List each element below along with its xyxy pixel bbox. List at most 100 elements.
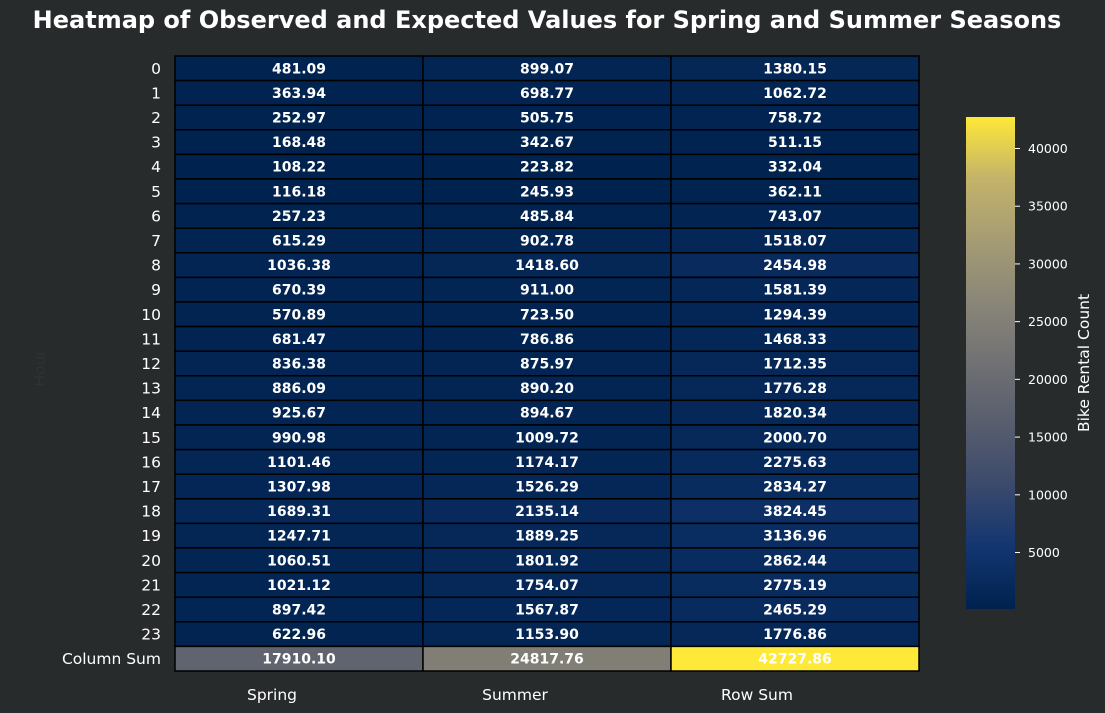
cell-value-label: 786.86	[520, 332, 574, 348]
cell-value-label: 481.09	[272, 61, 326, 77]
cell-value-label: 257.23	[272, 209, 326, 225]
row-tick-label: 2	[151, 109, 161, 127]
heatmap-cell	[670, 424, 920, 451]
colorbar-tick-label: 25000	[1028, 314, 1068, 329]
cell-value-label: 245.93	[520, 184, 574, 200]
cell-value-label: 1526.29	[515, 480, 579, 496]
heatmap-cell	[670, 227, 920, 254]
row-tick-label: 11	[141, 330, 161, 348]
heatmap-cells: 481.09 899.07 1380.15 363.94 698.77 1062.72 25…	[174, 55, 920, 672]
cell-value-label: 1754.07	[515, 578, 579, 594]
cell-value-label: 1712.35	[763, 357, 827, 373]
cell-value-label: 1689.31	[267, 504, 331, 520]
heatmap-cell	[670, 350, 920, 377]
row-tick-label: 13	[141, 380, 161, 398]
heatmap-cell	[422, 571, 672, 598]
heatmap-cell	[422, 55, 672, 82]
row-tick-label: 7	[151, 232, 161, 250]
heatmap-cell	[174, 448, 424, 475]
heatmap-cell	[422, 227, 672, 254]
colorbar-tick-label: 5000	[1028, 545, 1060, 560]
heatmap-cell	[174, 55, 424, 82]
heatmap-cell	[670, 129, 920, 156]
row-tick-label: 10	[141, 306, 161, 324]
cell-value-label: 1380.15	[763, 61, 827, 77]
cell-value-label: 223.82	[520, 160, 574, 176]
heatmap-cell	[670, 325, 920, 352]
row-tick-label: 5	[151, 183, 161, 201]
cell-value-label: 1776.86	[763, 627, 827, 643]
row-tick-label: 1	[151, 84, 161, 102]
cell-value-label: 1153.90	[515, 627, 579, 643]
colorbar-gradient	[966, 117, 1015, 609]
row-tick-label: 21	[141, 576, 161, 594]
row-tick-label: 14	[141, 404, 161, 422]
column-tick-label: Row Sum	[721, 686, 793, 704]
colorbar: 5000 10000 15000 20000 25000 30000 35000 40000	[966, 117, 1068, 609]
heatmap-cell	[670, 399, 920, 426]
row-tick-label: 6	[151, 207, 161, 225]
row-tick-label: 16	[141, 453, 161, 471]
heatmap-cell	[422, 252, 672, 279]
cell-value-label: 252.97	[272, 111, 326, 127]
row-tick-label: 20	[141, 552, 161, 570]
heatmap-cell	[670, 375, 920, 402]
heatmap-cell	[174, 399, 424, 426]
cell-value-label: 758.72	[768, 111, 822, 127]
heatmap-cell	[174, 645, 424, 672]
heatmap-cell	[670, 522, 920, 549]
cell-value-label: 2275.63	[763, 455, 827, 471]
row-tick-label: 18	[141, 503, 161, 521]
row-tick-label: 12	[141, 355, 161, 373]
heatmap-cell	[422, 104, 672, 131]
heatmap-cell	[174, 522, 424, 549]
cell-value-label: 116.18	[272, 184, 326, 200]
cell-value-label: 362.11	[768, 184, 822, 200]
cell-value-label: 1581.39	[763, 283, 827, 299]
heatmap-cell	[670, 276, 920, 303]
heatmap-cell	[670, 104, 920, 131]
cell-value-label: 1021.12	[267, 578, 331, 594]
cell-value-label: 836.38	[272, 357, 326, 373]
heatmap-cell	[670, 178, 920, 205]
cell-value-label: 899.07	[520, 61, 574, 77]
row-tick-label: 9	[151, 281, 161, 299]
cell-value-label: 622.96	[272, 627, 326, 643]
heatmap-cell	[422, 178, 672, 205]
heatmap-cell	[422, 596, 672, 623]
row-tick-label: 22	[141, 601, 161, 619]
heatmap-cell	[670, 55, 920, 82]
cell-value-label: 2834.27	[763, 480, 827, 496]
cell-value-label: 2775.19	[763, 578, 827, 594]
cell-value-label: 894.67	[520, 406, 574, 422]
cell-value-label: 681.47	[272, 332, 326, 348]
cell-value-label: 1294.39	[763, 307, 827, 323]
cell-value-label: 3824.45	[763, 504, 827, 520]
heatmap-cell	[422, 498, 672, 525]
row-tick-label: 3	[151, 134, 161, 152]
cell-value-label: 1247.71	[267, 529, 331, 545]
cell-value-label: 1307.98	[267, 480, 331, 496]
cell-value-label: 168.48	[272, 135, 326, 151]
cell-value-label: 1062.72	[763, 86, 827, 102]
cell-value-label: 485.84	[520, 209, 574, 225]
cell-value-label: 505.75	[520, 111, 574, 127]
cell-value-label: 698.77	[520, 86, 574, 102]
colorbar-tick-label: 15000	[1028, 430, 1068, 445]
cell-value-label: 1174.17	[515, 455, 579, 471]
cell-value-label: 1776.28	[763, 381, 827, 397]
cell-value-label: 925.67	[272, 406, 326, 422]
cell-value-label: 1101.46	[267, 455, 331, 471]
cell-value-label: 17910.10	[262, 652, 336, 668]
row-tick-label: 19	[141, 527, 161, 545]
cell-value-label: 1468.33	[763, 332, 827, 348]
heatmap-cell	[422, 522, 672, 549]
colorbar-tick-label: 10000	[1028, 487, 1068, 502]
heatmap-cell	[670, 473, 920, 500]
cell-value-label: 670.39	[272, 283, 326, 299]
cell-value-label: 897.42	[272, 603, 326, 619]
row-tick-label: 8	[151, 257, 161, 275]
row-tick-label: 4	[151, 158, 161, 176]
cell-value-label: 1567.87	[515, 603, 579, 619]
cell-value-label: 2000.70	[763, 430, 827, 446]
